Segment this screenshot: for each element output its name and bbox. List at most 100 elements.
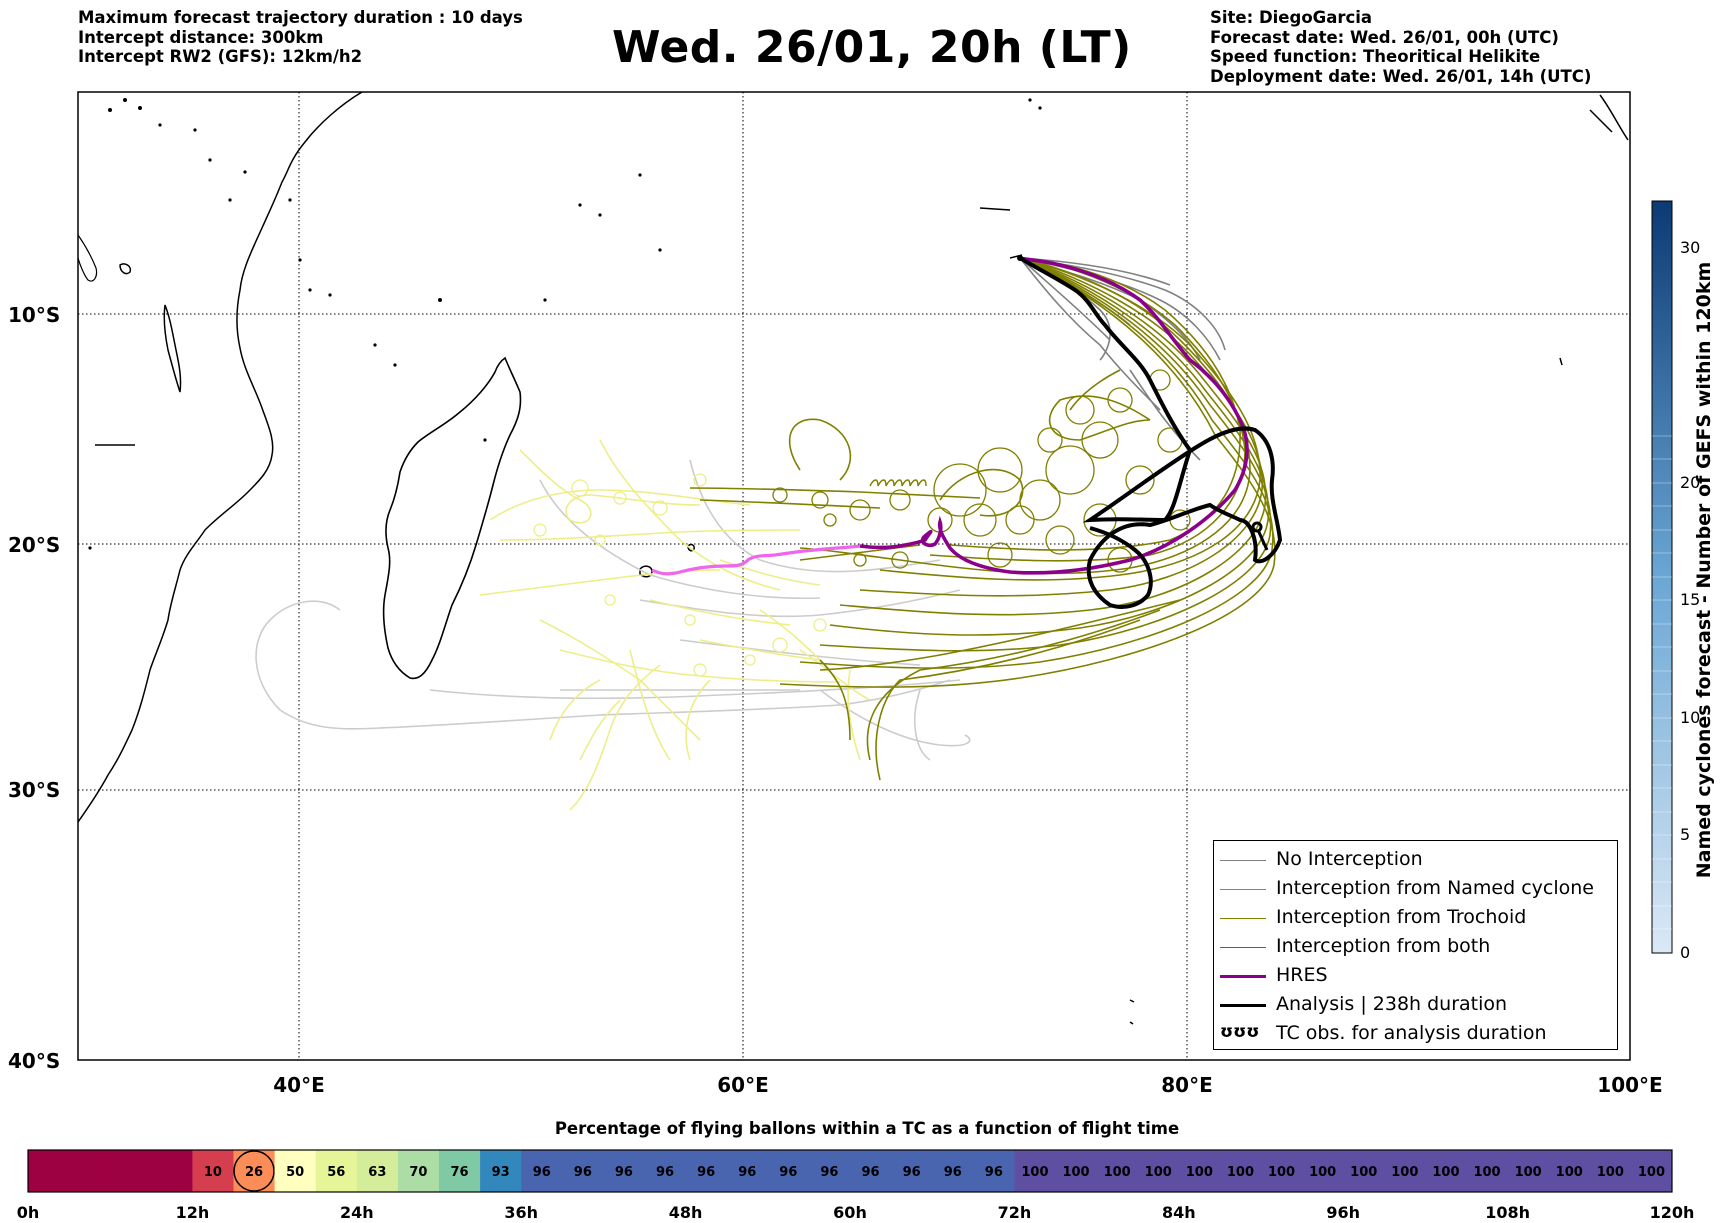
timeline-hour-label: 60h [833,1203,867,1222]
timeline-cell [1178,1150,1221,1192]
timeline-cell [1096,1150,1139,1192]
timeline-cell [808,1150,851,1192]
timeline-cell-value: 100 [1432,1165,1459,1180]
timeline-cell-value: 96 [903,1165,921,1180]
timeline-hour-label: 48h [669,1203,703,1222]
header-right-line: Deployment date: Wed. 26/01, 14h (UTC) [1210,66,1592,86]
map-area [78,92,1630,1060]
timeline-cell-value: 96 [656,1165,674,1180]
timeline-cell-value: 96 [738,1165,756,1180]
timeline-cell [644,1150,687,1192]
legend-item: Analysis | 238h duration [1214,992,1617,1018]
early-grey-tracks [255,459,971,761]
timeline-bar: 10 26 50 56 63 70 76 93 96 96 96 96 96 96 96 96 96 96 96 96… [17,1149,1695,1222]
timeline-cell [726,1150,769,1192]
timeline-cell-value: 100 [1145,1165,1172,1180]
header-right-line: Forecast date: Wed. 26/01, 00h (UTC) [1210,27,1559,47]
header-info-right: Site: DiegoGarcia Forecast date: Wed. 26… [1210,8,1591,86]
timeline-cell-value: 100 [1638,1165,1665,1180]
tc-obs-markers [1251,521,1269,551]
timeline-cell [274,1150,317,1192]
timeline-cell-value: 100 [1515,1165,1542,1180]
timeline-cell-value: 70 [409,1165,427,1180]
lat-label: 10°S [8,303,60,327]
timeline-cell-value: 100 [1227,1165,1254,1180]
page-title: Wed. 26/01, 20h (LT) [612,22,1132,73]
timeline-cell-value: 100 [1473,1165,1500,1180]
timeline-hour-label: 120h [1650,1203,1695,1222]
timeline-cell-value: 50 [286,1165,304,1180]
colorbar-label: Named cyclones forecast - Number of GEFS… [1693,261,1715,879]
legend-label: Interception from Trochoid [1276,906,1527,928]
hres-early-track [651,544,861,576]
colorbar-tick: 10 [1680,708,1700,727]
legend-item: HRES [1214,963,1617,989]
timeline-cell-value: 76 [451,1165,469,1180]
timeline-cell-value: 100 [1597,1165,1624,1180]
timeline-cell-value: 26 [245,1165,263,1180]
timeline-cell [1014,1150,1056,1192]
lon-label: 60°E [717,1073,769,1097]
trochoid-small-loops [869,479,927,487]
timeline-cell-value: 100 [1104,1165,1131,1180]
timeline-cell [1630,1150,1673,1192]
colorbar: 0 5 10 15 20 30 [1651,200,1700,962]
timeline-cell [69,1150,111,1192]
timeline-cell-value: 63 [368,1165,386,1180]
timeline-cell-value: 100 [1350,1165,1377,1180]
timeline-cell [1219,1150,1262,1192]
timeline-cell-value: 100 [1309,1165,1336,1180]
legend-item: No Interception [1214,847,1617,873]
timeline-cell-value: 100 [1268,1165,1295,1180]
lon-label: 100°E [1597,1073,1662,1097]
timeline-cell [1507,1150,1550,1192]
timeline-cell-value: 96 [944,1165,962,1180]
timeline-cell-value: 10 [204,1165,222,1180]
timeline-cell [767,1150,810,1192]
early-yellow-loops [533,473,827,677]
timeline-cell [151,1150,193,1192]
trochoid-tracks [689,257,1276,781]
timeline-cell-value: 100 [1062,1165,1089,1180]
timeline-cell [1466,1150,1509,1192]
timeline-cell-value: 96 [820,1165,838,1180]
timeline-hour-label: 12h [176,1203,210,1222]
timeline-cell-value: 100 [1021,1165,1048,1180]
timeline-cell [1261,1150,1303,1192]
timeline-cell [932,1150,974,1192]
timeline-cell [1302,1150,1344,1192]
timeline-cell [110,1150,152,1192]
header-left-line: Maximum forecast trajectory duration : 1… [78,8,523,27]
island-dots [88,98,1042,550]
header-left-line: Intercept RW2 (GFS): 12km/h2 [78,47,363,66]
timeline-cell [850,1150,892,1192]
trochoid-loops [772,369,1191,573]
timeline-hour-label: 108h [1485,1203,1530,1222]
timeline-cell [1548,1150,1591,1192]
early-yellow-tracks [479,439,871,811]
lat-label: 20°S [8,533,60,557]
timeline-cell-value: 96 [779,1165,797,1180]
legend-item: Interception from Named cyclone [1214,876,1617,902]
gridlines [78,92,1630,1060]
timeline-cell [28,1150,70,1192]
header-right-line: Site: DiegoGarcia [1210,8,1373,27]
analysis-track [1018,256,1283,609]
colorbar-tick: 20 [1680,473,1700,492]
timeline-cell-value: 100 [1186,1165,1213,1180]
timeline-cell-value: 56 [327,1165,345,1180]
lon-label: 80°E [1161,1073,1213,1097]
timeline-title: Percentage of flying ballons within a TC… [554,1119,1180,1138]
legend-label: Analysis | 238h duration [1276,993,1508,1015]
timeline-cell [973,1150,1015,1192]
header-left-line: Intercept distance: 300km [78,27,324,47]
timeline-cell [521,1150,563,1192]
timeline-hour-label: 96h [1326,1203,1360,1222]
timeline-cell [1384,1150,1426,1192]
header-right-line: Speed function: Theoritical Helikite [1210,47,1541,66]
timeline-cell [1343,1150,1385,1192]
timeline-cell [356,1150,399,1192]
timeline-cell-value: 96 [697,1165,715,1180]
timeline-cell-value: 96 [533,1165,551,1180]
